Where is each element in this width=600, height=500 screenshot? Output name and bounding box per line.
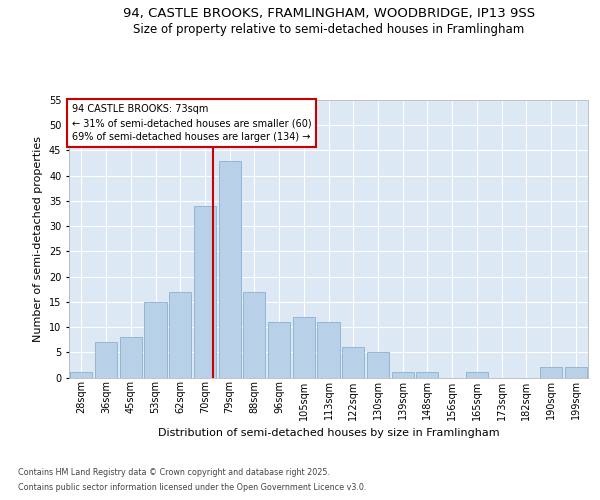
Bar xyxy=(416,372,439,378)
Bar xyxy=(145,302,167,378)
Bar xyxy=(70,372,92,378)
Bar xyxy=(243,292,265,378)
Bar xyxy=(540,368,562,378)
Bar xyxy=(119,337,142,378)
Bar xyxy=(565,368,587,378)
Bar xyxy=(392,372,414,378)
Bar xyxy=(268,322,290,378)
Bar xyxy=(293,317,315,378)
Text: 94 CASTLE BROOKS: 73sqm
← 31% of semi-detached houses are smaller (60)
69% of se: 94 CASTLE BROOKS: 73sqm ← 31% of semi-de… xyxy=(71,104,311,142)
Text: Contains HM Land Registry data © Crown copyright and database right 2025.: Contains HM Land Registry data © Crown c… xyxy=(18,468,330,477)
Text: 94, CASTLE BROOKS, FRAMLINGHAM, WOODBRIDGE, IP13 9SS: 94, CASTLE BROOKS, FRAMLINGHAM, WOODBRID… xyxy=(123,8,535,20)
Bar xyxy=(95,342,117,378)
Bar xyxy=(466,372,488,378)
Y-axis label: Number of semi-detached properties: Number of semi-detached properties xyxy=(34,136,43,342)
Bar xyxy=(317,322,340,378)
Text: Distribution of semi-detached houses by size in Framlingham: Distribution of semi-detached houses by … xyxy=(158,428,500,438)
Bar xyxy=(169,292,191,378)
Bar xyxy=(367,352,389,378)
Bar xyxy=(218,160,241,378)
Bar xyxy=(194,206,216,378)
Bar xyxy=(342,347,364,378)
Text: Size of property relative to semi-detached houses in Framlingham: Size of property relative to semi-detach… xyxy=(133,22,524,36)
Text: Contains public sector information licensed under the Open Government Licence v3: Contains public sector information licen… xyxy=(18,483,367,492)
